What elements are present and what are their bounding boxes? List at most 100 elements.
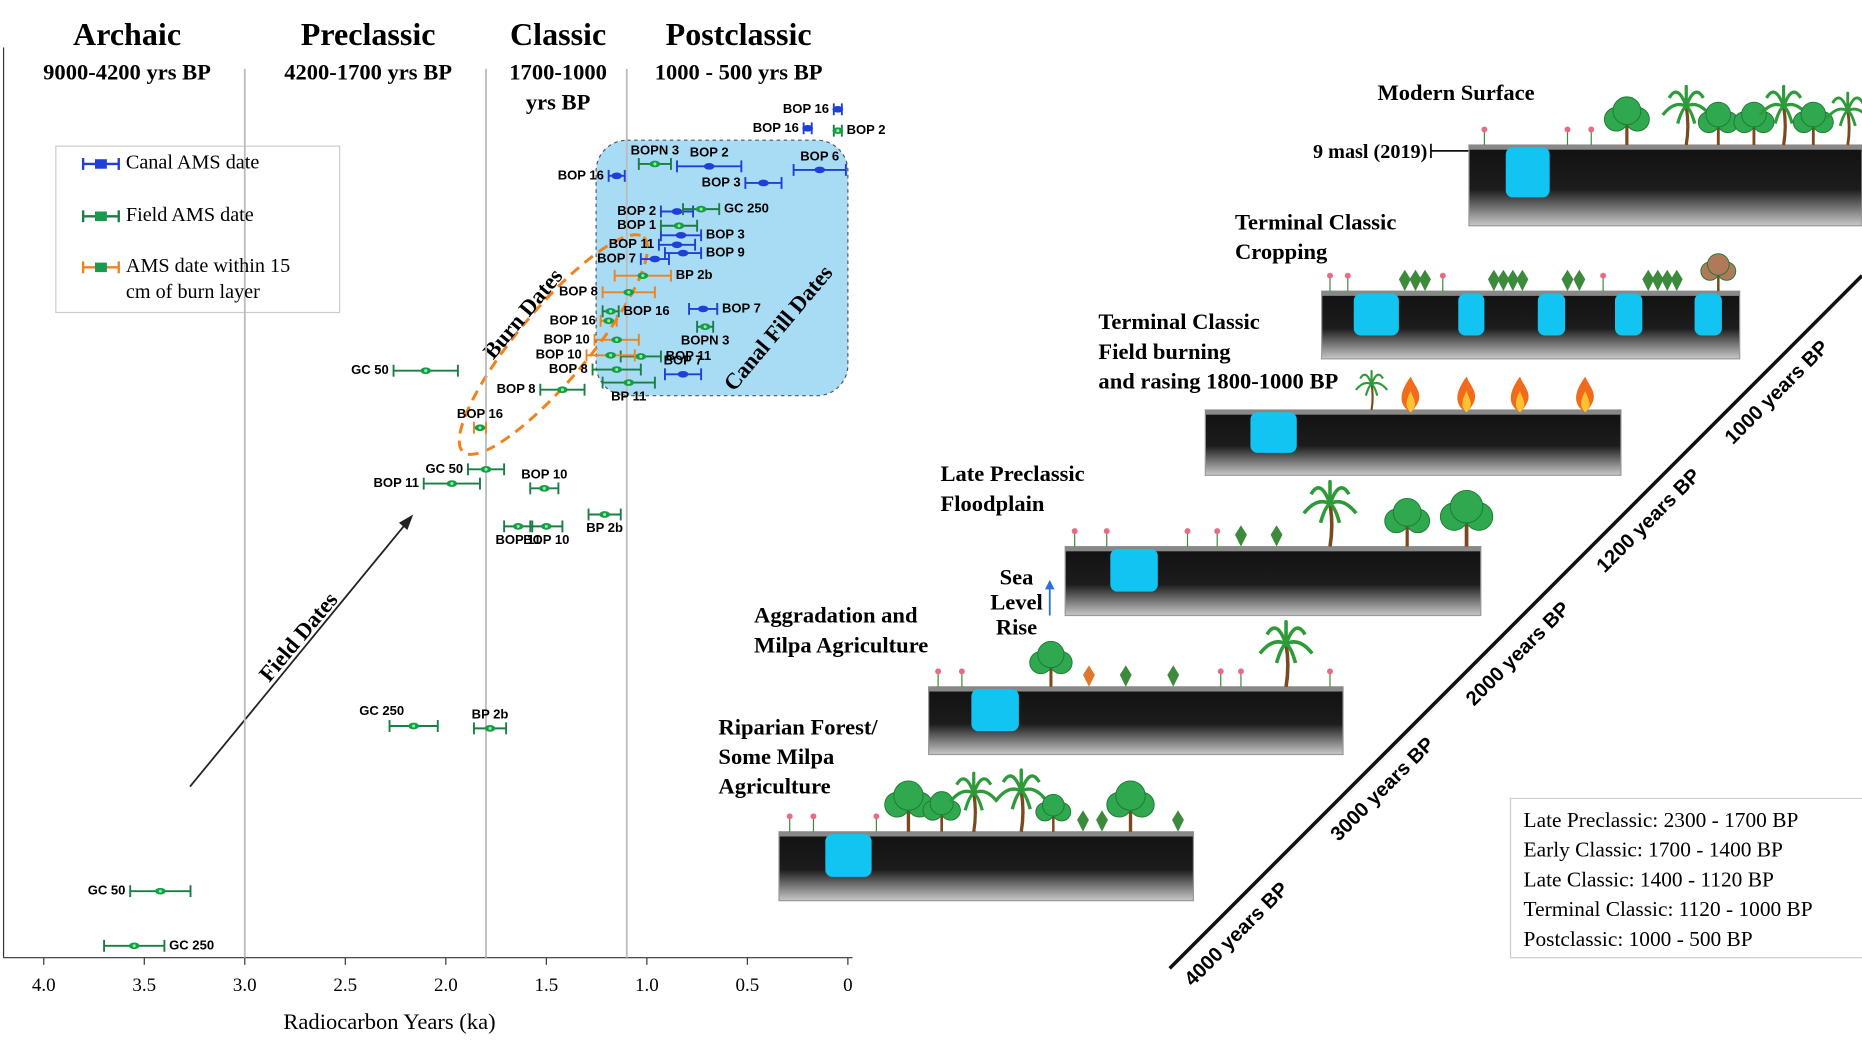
flower	[1217, 668, 1224, 675]
flower	[873, 813, 880, 820]
point-label: BOP 10	[521, 467, 567, 482]
field-arrow	[189, 519, 410, 788]
palm-frond	[972, 789, 999, 803]
canal	[1537, 293, 1566, 336]
shrub	[1516, 269, 1529, 292]
shrub	[1398, 269, 1411, 292]
date-point: GC 50	[88, 883, 192, 898]
sea-level-label: Level	[990, 590, 1043, 615]
canal	[1458, 293, 1485, 336]
point-label: BOP 16	[783, 101, 829, 116]
shrub	[1270, 525, 1283, 547]
shrub	[1096, 810, 1108, 832]
timeline-label: 4000 years BP	[1181, 878, 1293, 990]
tree-crown	[1612, 96, 1642, 126]
point-label: BOP 9	[706, 245, 745, 260]
legend-swatch	[95, 211, 107, 222]
shrub	[1561, 269, 1574, 292]
date-point: GC 50	[351, 362, 459, 377]
shrub	[1487, 269, 1500, 292]
date-point: BOP 11	[495, 520, 541, 547]
point-label: BOP 10	[523, 532, 569, 547]
flame-core	[1406, 390, 1416, 413]
surface	[1065, 546, 1481, 552]
tree-crown	[1037, 640, 1065, 669]
date-point: BOP 16	[550, 312, 618, 327]
palm-trunk	[1284, 643, 1290, 688]
palm-frond	[1773, 105, 1785, 125]
date-marker	[697, 305, 709, 313]
canal	[1110, 548, 1158, 592]
date-marker-center	[639, 354, 643, 359]
sea-level-label: Rise	[996, 614, 1037, 639]
shrub	[1661, 269, 1674, 292]
tree-crown	[1800, 101, 1827, 128]
palm-frond	[1846, 109, 1857, 127]
period-table-row: Late Classic: 1400 - 1120 BP	[1524, 867, 1774, 891]
date-point: BOP 7	[597, 250, 670, 265]
date-marker-center	[615, 367, 619, 372]
canal	[1353, 293, 1399, 336]
date-marker-center	[412, 724, 416, 728]
point-label: BOP 11	[609, 236, 654, 251]
date-marker-center	[627, 290, 631, 294]
point-label: GC 250	[724, 201, 769, 216]
point-label: BOPN 3	[631, 142, 680, 157]
date-marker	[675, 231, 687, 239]
palm-trunk	[1846, 110, 1851, 146]
date-marker-center	[641, 274, 645, 278]
flower	[1327, 272, 1333, 279]
date-point: BOP 10	[523, 520, 569, 547]
point-label: BOP 1	[617, 217, 656, 232]
point-label: BOPN 3	[681, 332, 730, 347]
palm-frond	[1371, 381, 1389, 391]
date-marker-center	[516, 524, 520, 528]
palm-frond	[1328, 486, 1351, 505]
date-point: BOP 6	[792, 148, 847, 176]
palm-frond	[1284, 626, 1307, 645]
date-marker-center	[484, 467, 488, 471]
period-name: Preclassic	[301, 16, 436, 52]
flower	[1184, 528, 1191, 535]
stage-label: Floodplain	[941, 491, 1045, 516]
date-marker-center	[653, 162, 657, 166]
stage-label: Agriculture	[718, 774, 830, 799]
flower	[1103, 528, 1110, 535]
date-marker	[703, 163, 715, 170]
point-label: BOP 10	[536, 347, 582, 362]
shrub	[1235, 525, 1247, 547]
shrub	[1083, 665, 1095, 687]
period-table-row: Late Preclassic: 2300 - 1700 BP	[1524, 808, 1799, 832]
date-marker	[832, 105, 844, 113]
point-label: GC 50	[88, 883, 126, 898]
period-range: 9000-4200 yrs BP	[43, 60, 211, 85]
shrub	[1506, 269, 1519, 292]
date-point: BOP 2	[832, 122, 886, 137]
flame-core	[1462, 390, 1471, 413]
stage-label: Aggradation and	[754, 603, 918, 628]
date-point: BOP 16	[457, 406, 503, 434]
date-point: BOP 10	[536, 347, 636, 362]
tree-crown	[1707, 253, 1730, 276]
tree-crown	[1741, 101, 1767, 128]
stage-label: Riparian Forest/	[718, 714, 878, 739]
tree-crown	[1392, 497, 1422, 527]
x-axis-label: Radiocarbon Years (ka)	[283, 1009, 495, 1034]
date-point: BOP 3	[702, 174, 783, 189]
tree-crown	[929, 791, 954, 816]
legend-entry: Canal AMS date	[126, 151, 259, 174]
date-point: BOP 1	[617, 217, 699, 232]
point-label: GC 50	[425, 461, 463, 476]
period-range: 1700-1000	[509, 60, 607, 85]
shrub	[1642, 269, 1655, 292]
palm-trunk	[972, 792, 977, 833]
palm-frond	[1370, 383, 1379, 396]
period-table-row: Terminal Classic: 1120 - 1000 BP	[1524, 897, 1813, 921]
palm-frond	[1684, 90, 1705, 108]
date-marker-center	[603, 512, 607, 517]
date-point: BOP 11	[374, 475, 481, 490]
date-point: GC 250	[359, 703, 439, 732]
date-point: BOP 8	[549, 361, 642, 376]
point-label: BOP 3	[702, 174, 741, 189]
palm-trunk	[1684, 106, 1690, 146]
